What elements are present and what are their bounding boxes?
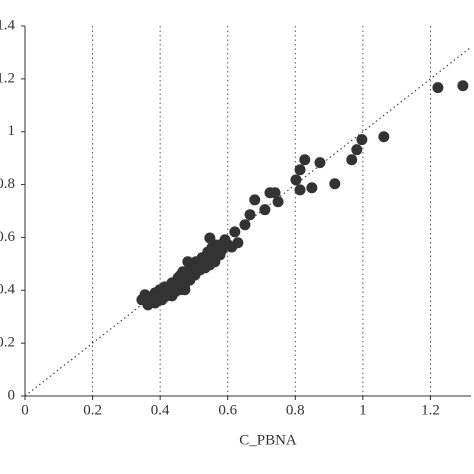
- point: [294, 184, 306, 196]
- point: [329, 178, 341, 190]
- point: [378, 131, 390, 143]
- point: [222, 239, 234, 251]
- y-tick-label: 0: [8, 387, 16, 403]
- point: [272, 196, 284, 208]
- x-tick-label: 1: [359, 402, 367, 418]
- point: [174, 270, 186, 282]
- point: [179, 284, 191, 296]
- point: [244, 209, 256, 221]
- y-tick-label: 0.4: [0, 282, 16, 298]
- x-tick-label: 0: [21, 402, 29, 418]
- point: [351, 144, 363, 156]
- point: [204, 232, 216, 244]
- point: [249, 194, 261, 206]
- point: [294, 164, 306, 176]
- point: [432, 82, 444, 94]
- point: [229, 226, 241, 238]
- point: [356, 134, 368, 146]
- point: [290, 174, 302, 186]
- point: [136, 294, 148, 306]
- y-tick-label: 1.2: [0, 70, 15, 86]
- point: [346, 154, 358, 166]
- point: [264, 187, 276, 199]
- point: [299, 154, 311, 166]
- point: [152, 290, 164, 302]
- point: [259, 204, 271, 216]
- y-tick-label: 1.4: [0, 17, 16, 33]
- x-axis-label: C_PBNA: [239, 432, 297, 448]
- x-tick-label: 0.8: [286, 402, 305, 418]
- point: [457, 80, 469, 92]
- y-tick-label: 0.8: [0, 176, 15, 192]
- x-tick-label: 0.6: [218, 402, 237, 418]
- point: [314, 157, 326, 169]
- x-tick-label: 0.4: [151, 402, 170, 418]
- point: [204, 259, 216, 271]
- point: [306, 182, 318, 194]
- point: [214, 249, 226, 261]
- y-tick-label: 0.2: [0, 335, 15, 351]
- x-tick-label: 1.2: [421, 402, 440, 418]
- y-tick-label: 0.6: [0, 229, 16, 245]
- point: [194, 256, 206, 268]
- y-tick-label: 1: [8, 123, 16, 139]
- point: [182, 256, 194, 268]
- x-tick-label: 0.2: [83, 402, 102, 418]
- point: [239, 219, 251, 231]
